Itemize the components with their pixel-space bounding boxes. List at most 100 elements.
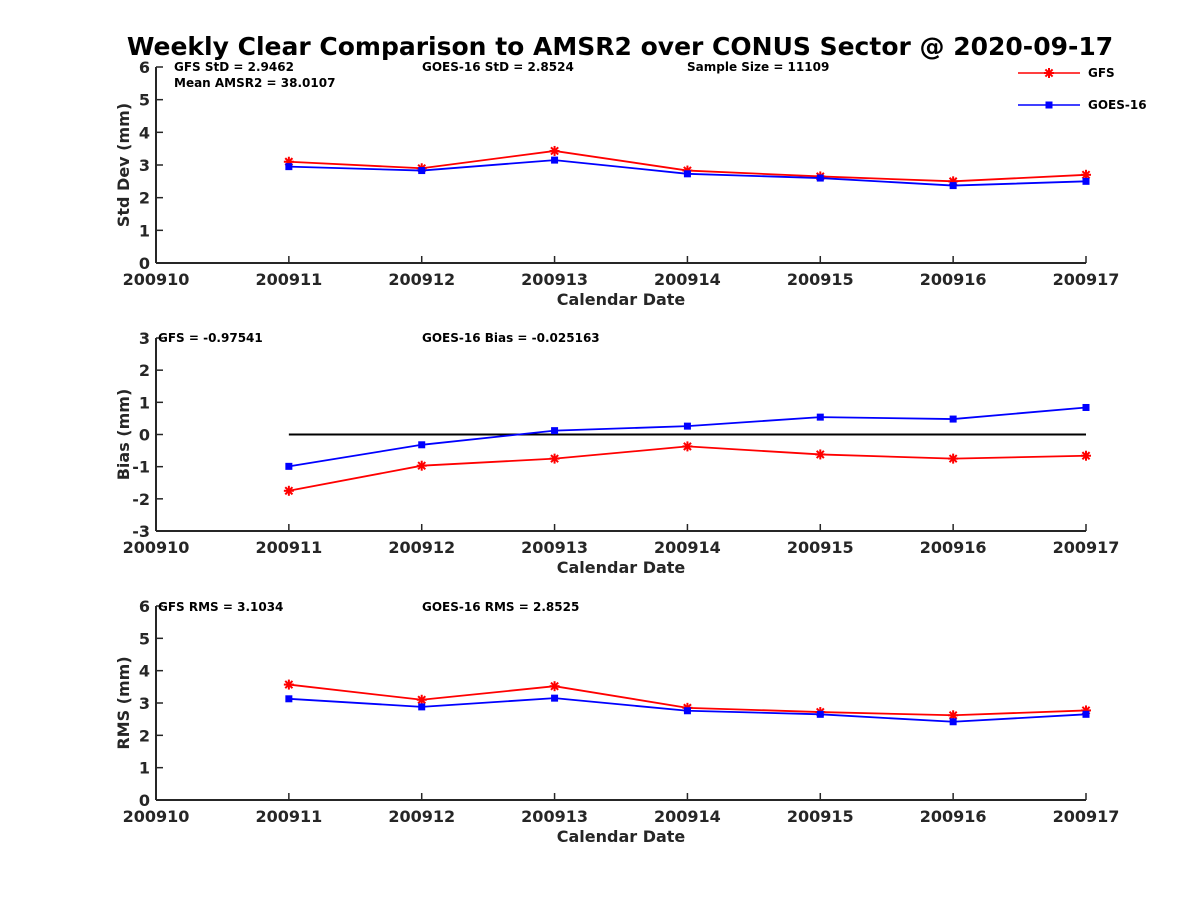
- figure-title: Weekly Clear Comparison to AMSR2 over CO…: [127, 32, 1113, 61]
- x-tick-label: 200913: [521, 807, 588, 826]
- data-point-goes16: [551, 694, 559, 702]
- y-tick-label: 2: [139, 361, 150, 380]
- x-tick-label: 200916: [920, 538, 987, 557]
- x-tick-label: 200917: [1053, 538, 1120, 557]
- data-point-goes16: [418, 703, 426, 711]
- annotation: GOES-16 RMS = 2.8525: [422, 600, 579, 614]
- x-tick-label: 200915: [787, 538, 854, 557]
- data-point-goes16: [683, 170, 691, 178]
- y-tick-label: -2: [132, 490, 150, 509]
- x-tick-label: 200917: [1053, 807, 1120, 826]
- data-point-goes16: [418, 441, 426, 449]
- legend-marker-gfs: [1044, 68, 1054, 78]
- panel-2: 200910 200911 200912 200913 200914 200915 2009…: [114, 329, 1119, 577]
- x-tick-label: 200911: [255, 538, 322, 557]
- data-point-goes16: [1082, 710, 1090, 718]
- y-tick-label: 0: [139, 426, 150, 445]
- x-tick-label: 200910: [123, 807, 190, 826]
- data-point-gfs: [283, 485, 294, 496]
- data-point-gfs: [416, 694, 427, 705]
- x-axis-label: Calendar Date: [557, 827, 686, 846]
- series-goes16: [285, 403, 1090, 470]
- y-axis-label: Std Dev (mm): [114, 103, 133, 227]
- x-axis-label: Calendar Date: [557, 290, 686, 309]
- annotation: GOES-16 StD = 2.8524: [422, 60, 574, 74]
- data-point-gfs: [1081, 450, 1091, 461]
- data-point-goes16: [816, 174, 824, 182]
- annotation: GOES-16 Bias = -0.025163: [422, 331, 600, 345]
- data-point-goes16: [683, 422, 691, 430]
- data-point-goes16: [1082, 403, 1090, 411]
- legend: GFS GOES-16: [1018, 66, 1147, 112]
- x-tick-label: 200913: [521, 538, 588, 557]
- annotation: GFS = -0.97541: [158, 331, 263, 345]
- y-tick-label: -3: [132, 522, 150, 541]
- x-tick-label: 200916: [920, 270, 987, 289]
- panels: 200910 200911 200912 200913 200914 200915 2009…: [114, 58, 1119, 846]
- data-point-goes16: [551, 427, 559, 435]
- y-tick-label: 3: [139, 156, 150, 175]
- x-tick-label: 200911: [255, 807, 322, 826]
- y-tick-label: 5: [139, 91, 150, 110]
- series-goes16: [285, 694, 1090, 726]
- x-tick-label: 200914: [654, 538, 721, 557]
- data-point-gfs: [416, 460, 427, 471]
- data-point-gfs: [283, 679, 294, 690]
- x-tick-label: 200912: [388, 270, 455, 289]
- x-tick-label: 200911: [255, 270, 322, 289]
- data-point-goes16: [285, 462, 293, 470]
- x-tick-label: 200912: [388, 538, 455, 557]
- y-axis-label: Bias (mm): [114, 389, 133, 481]
- x-tick-label: 200915: [787, 270, 854, 289]
- y-tick-label: 3: [139, 329, 150, 348]
- x-tick-label: 200915: [787, 807, 854, 826]
- y-tick-label: 6: [139, 58, 150, 77]
- annotation: Mean AMSR2 = 38.0107: [174, 76, 335, 90]
- data-point-goes16: [949, 718, 957, 726]
- x-tick-label: 200910: [123, 538, 190, 557]
- data-point-goes16: [949, 415, 957, 423]
- data-point-goes16: [683, 707, 691, 715]
- x-tick-label: 200914: [654, 270, 721, 289]
- y-tick-label: 0: [139, 791, 150, 810]
- series-gfs: [283, 441, 1091, 496]
- data-point-goes16: [816, 710, 824, 718]
- legend-marker-goes16: [1045, 101, 1053, 109]
- data-point-gfs: [549, 453, 560, 464]
- data-point-gfs: [549, 145, 560, 156]
- x-axis-label: Calendar Date: [557, 558, 686, 577]
- y-tick-label: 1: [139, 393, 150, 412]
- series-goes16: [285, 156, 1090, 190]
- x-tick-label: 200910: [123, 270, 190, 289]
- data-point-goes16: [816, 413, 824, 421]
- data-point-gfs: [682, 441, 693, 452]
- annotation: GFS RMS = 3.1034: [158, 600, 283, 614]
- y-tick-label: 4: [139, 123, 150, 142]
- panel-3: 200910 200911 200912 200913 200914 200915 2009…: [114, 597, 1119, 846]
- y-tick-label: 2: [139, 726, 150, 745]
- data-point-goes16: [1082, 177, 1090, 185]
- series-gfs: [283, 145, 1091, 187]
- legend-label-goes16: GOES-16: [1088, 98, 1147, 112]
- data-point-goes16: [418, 167, 426, 175]
- x-tick-label: 200912: [388, 807, 455, 826]
- legend-label-gfs: GFS: [1088, 66, 1115, 80]
- y-tick-label: -1: [132, 458, 150, 477]
- y-axis-label: RMS (mm): [114, 656, 133, 749]
- series-line-gfs: [288, 445, 1087, 492]
- annotation: GFS StD = 2.9462: [174, 60, 294, 74]
- data-point-gfs: [549, 681, 560, 692]
- annotation: Sample Size = 11109: [687, 60, 829, 74]
- data-point-goes16: [285, 695, 293, 703]
- x-tick-label: 200913: [521, 270, 588, 289]
- y-tick-label: 1: [139, 759, 150, 778]
- data-point-goes16: [949, 182, 957, 190]
- x-tick-label: 200916: [920, 807, 987, 826]
- y-tick-label: 5: [139, 629, 150, 648]
- y-tick-label: 1: [139, 221, 150, 240]
- data-point-goes16: [551, 156, 559, 164]
- y-tick-label: 0: [139, 254, 150, 273]
- y-tick-label: 4: [139, 662, 150, 681]
- data-point-gfs: [948, 453, 959, 464]
